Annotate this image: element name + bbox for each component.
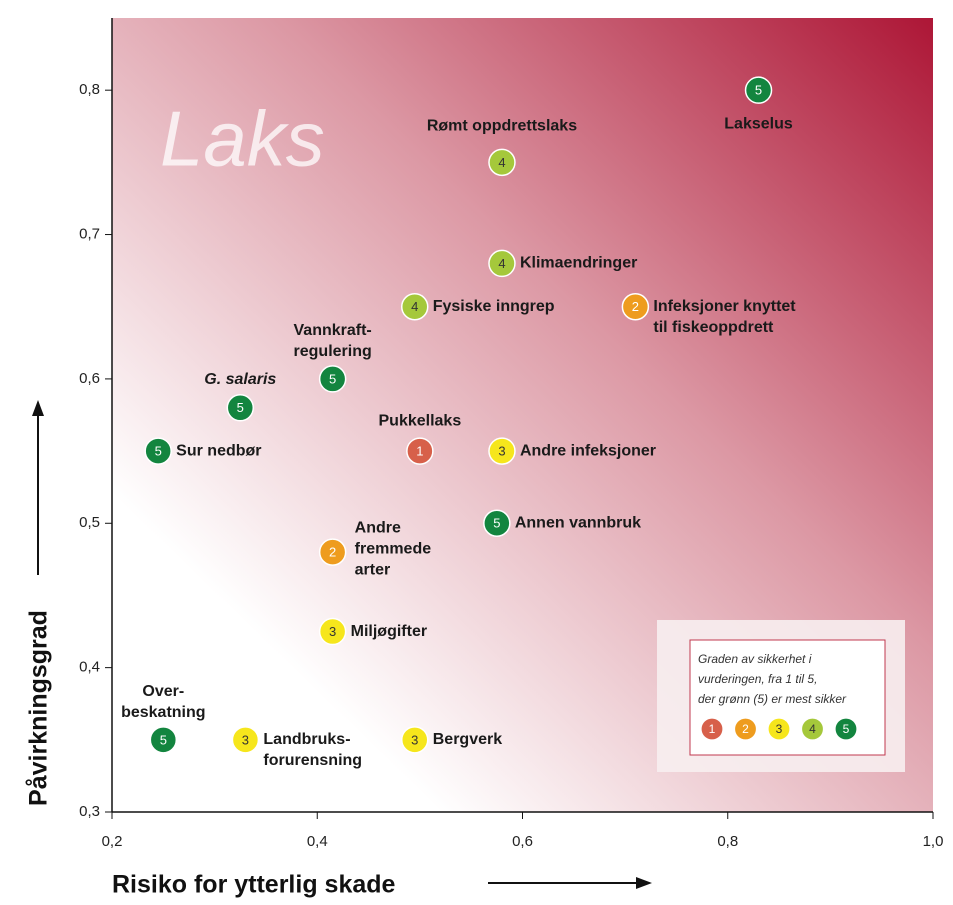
point-certainty: 3 [329, 624, 336, 639]
legend-title: vurderingen, fra 1 til 5, [698, 672, 817, 686]
x-tick-label: 0,2 [102, 833, 123, 850]
legend-label: 1 [709, 722, 716, 736]
point-certainty: 5 [237, 400, 244, 415]
point-label: Vannkraft- [294, 322, 372, 339]
legend-swatch [767, 717, 791, 741]
point-label: G. salaris [204, 371, 276, 388]
legend-swatch [733, 717, 758, 741]
point-certainty: 3 [242, 732, 249, 747]
point [483, 509, 511, 538]
point [318, 538, 347, 566]
point-label: Infeksjoner knyttet [653, 298, 796, 315]
point [406, 437, 434, 465]
point [144, 437, 172, 465]
point-label: Fysiske inngrep [433, 298, 555, 315]
y-tick-label: 0,3 [79, 803, 100, 820]
watermark: Laks [160, 95, 325, 183]
x-tick-label: 0,6 [512, 833, 533, 850]
y-tick-label: 0,6 [79, 370, 100, 387]
x-axis-title: Risiko for ytterlig skade [112, 871, 396, 899]
point-label: arter [355, 561, 391, 578]
x-tick-label: 0,4 [307, 833, 328, 850]
point-label: forurensning [263, 752, 362, 769]
point [744, 76, 773, 104]
legend-swatch [800, 717, 825, 741]
legend-label: 4 [809, 722, 816, 736]
x-arrow-head [636, 877, 652, 889]
point [149, 726, 178, 754]
point [400, 726, 429, 754]
point-certainty: 4 [498, 155, 505, 170]
point-certainty: 4 [498, 256, 505, 271]
y-axis-title: Påvirkningsgrad [25, 610, 53, 806]
point-certainty: 5 [155, 444, 162, 459]
x-tick-label: 1,0 [923, 833, 944, 850]
point-certainty: 5 [160, 732, 167, 747]
point-label: Klimaendringer [520, 255, 637, 272]
point-label: Rømt oppdrettslaks [427, 118, 577, 135]
point-label: Sur nedbør [176, 442, 261, 459]
point-label: Over- [142, 683, 184, 700]
point-label: regulering [294, 343, 372, 360]
y-tick-label: 0,5 [79, 514, 100, 531]
y-tick-label: 0,8 [79, 81, 100, 98]
point-certainty: 4 [411, 299, 418, 314]
point-certainty: 5 [755, 83, 762, 98]
point [226, 394, 255, 422]
point-certainty: 2 [632, 299, 639, 314]
point-label: fremmede [355, 540, 432, 557]
point [488, 437, 516, 465]
point-label: beskatning [121, 704, 205, 721]
point-label: til fiskeoppdrett [653, 319, 774, 336]
point-label: Landbruks- [263, 731, 350, 748]
point-label: Andre [355, 519, 401, 536]
legend-swatch [834, 717, 858, 741]
legend-label: 3 [776, 722, 783, 736]
y-arrow-head [32, 400, 44, 416]
point-certainty: 3 [498, 444, 505, 459]
y-tick-label: 0,4 [79, 659, 100, 676]
point [400, 292, 429, 321]
point-label: Andre infeksjoner [520, 442, 656, 459]
point-certainty: 5 [329, 371, 336, 386]
legend-title: Graden av sikkerhet i [698, 652, 812, 666]
point-certainty: 1 [416, 444, 423, 459]
legend-swatch [700, 717, 724, 741]
point-certainty: 5 [493, 516, 500, 531]
point-label: Lakselus [724, 115, 793, 132]
point-label: Annen vannbruk [515, 514, 641, 531]
point-certainty: 2 [329, 545, 336, 560]
y-tick-label: 0,7 [79, 226, 100, 243]
point-label: Bergverk [433, 731, 502, 748]
point [318, 365, 347, 393]
legend-label: 5 [843, 722, 850, 736]
point-label: Miljøgifter [351, 623, 427, 640]
x-tick-label: 0,8 [717, 833, 738, 850]
point [231, 726, 260, 754]
legend-label: 2 [742, 722, 749, 736]
point [318, 617, 347, 646]
point-label: Pukkellaks [379, 412, 462, 429]
legend-title: der grønn (5) er mest sikker [698, 692, 847, 706]
point [488, 249, 516, 278]
point [488, 148, 516, 177]
point [621, 292, 650, 321]
point-certainty: 3 [411, 732, 418, 747]
